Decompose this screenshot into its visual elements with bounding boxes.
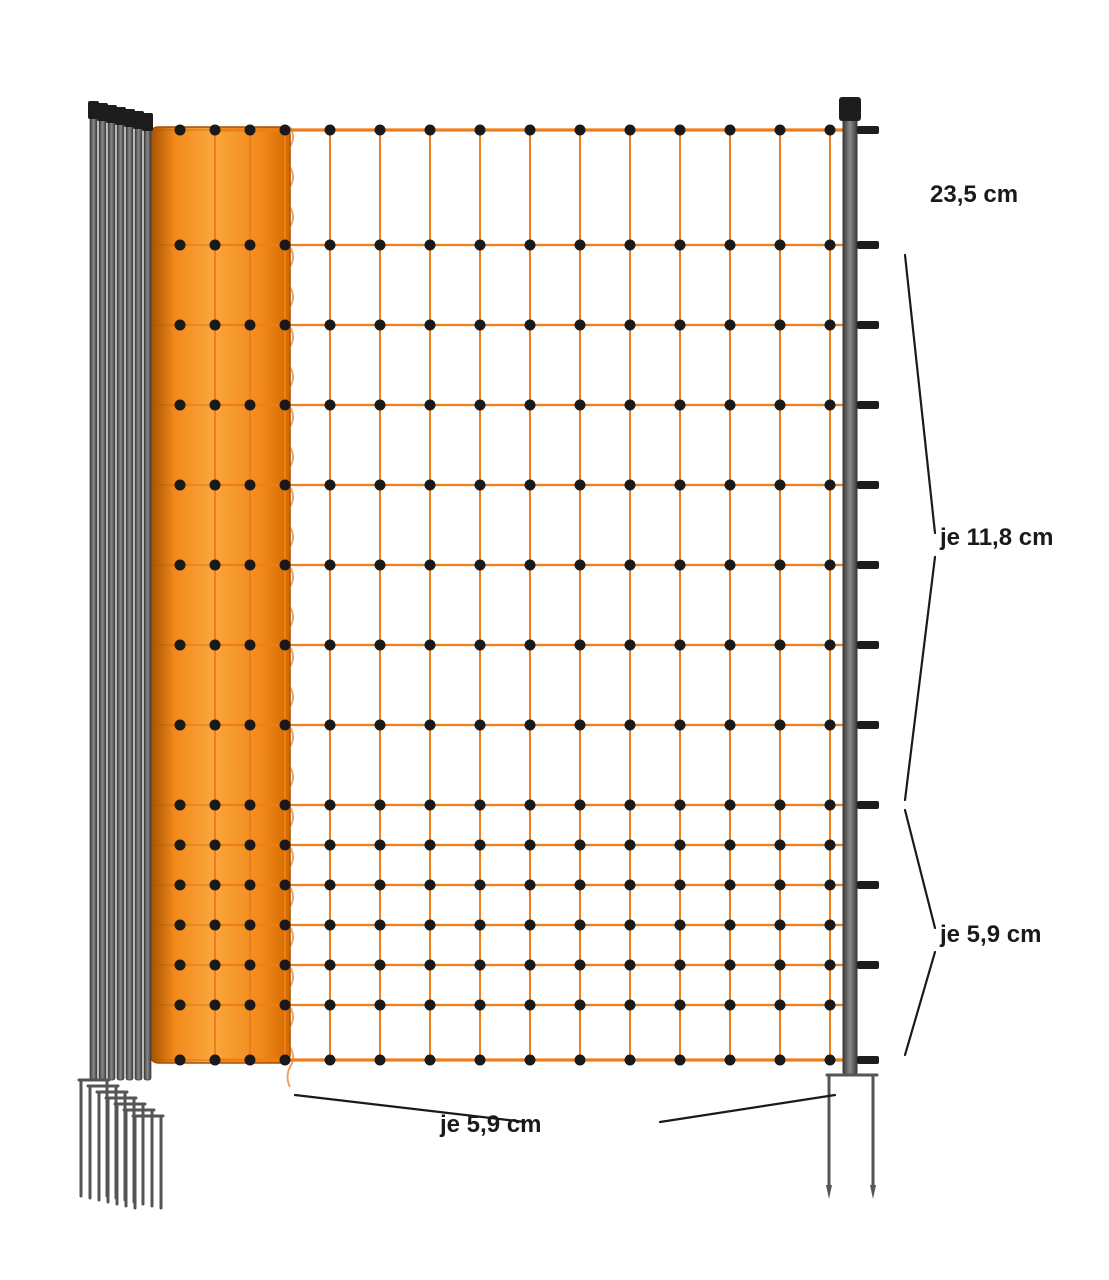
diagram-stage: 23,5 cm je 11,8 cm je 5,9 cm je 5,9 cm bbox=[0, 0, 1109, 1280]
ground-spikes bbox=[79, 1075, 877, 1208]
net-roll bbox=[150, 127, 293, 1087]
end-post-clips bbox=[857, 126, 879, 1064]
label-low-each: je 5,9 cm bbox=[940, 921, 1041, 949]
post-bundle bbox=[88, 101, 153, 1080]
label-bottom-each: je 5,9 cm bbox=[440, 1111, 541, 1139]
label-top-gap: 23,5 cm bbox=[930, 181, 1018, 209]
annotations bbox=[295, 255, 935, 1122]
label-mid-each: je 11,8 cm bbox=[940, 524, 1053, 552]
